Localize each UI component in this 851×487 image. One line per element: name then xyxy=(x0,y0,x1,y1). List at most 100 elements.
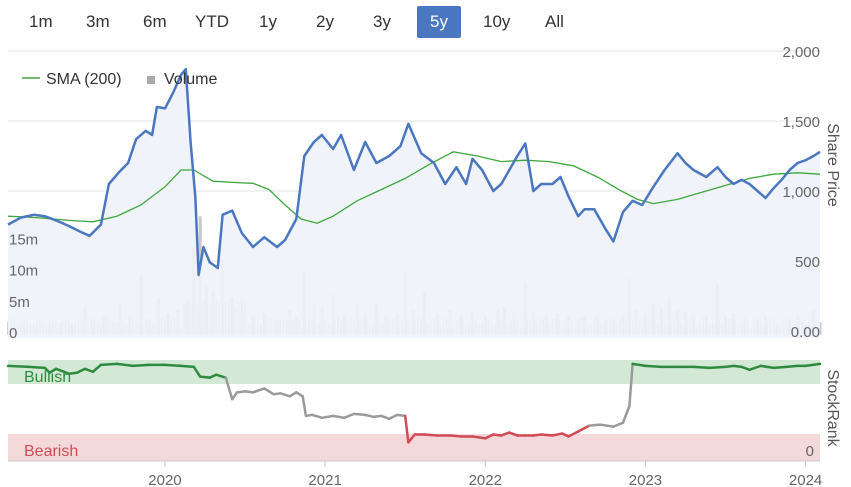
stockrank-segment xyxy=(708,365,727,370)
volume-tick-label: 10m xyxy=(9,263,38,280)
stockrank-segment xyxy=(279,392,292,398)
range-button-10y[interactable]: 10y xyxy=(483,12,511,31)
stockrank-segment xyxy=(48,367,58,374)
range-button-5y[interactable]: 5y xyxy=(417,6,461,38)
volume-legend-swatch xyxy=(147,76,155,84)
bearish-band xyxy=(8,434,820,461)
stockrank-segment xyxy=(484,433,495,440)
range-button-all[interactable]: All xyxy=(545,12,564,31)
stockrank-segment xyxy=(599,423,615,428)
price-axis-ticks: 2,000 1,500 1,000 500 0.00 xyxy=(782,44,820,341)
stockrank-segment xyxy=(423,433,439,437)
legend: SMA (200) Volume xyxy=(22,71,217,88)
stockrank-segment xyxy=(748,364,762,372)
stockrank-segment xyxy=(492,433,503,437)
stockrank-axis-title: StockRank xyxy=(824,369,841,447)
stockrank-segment xyxy=(288,391,298,398)
x-tick-label: 2022 xyxy=(469,472,502,487)
x-axis-ticks: 2020 2021 2022 2023 2024 xyxy=(148,461,822,487)
stockrank-segment xyxy=(301,395,308,418)
stockrank-segment xyxy=(363,413,375,419)
stockrank-segment xyxy=(331,414,346,420)
volume-tick-label: 0 xyxy=(9,325,17,342)
stockrank-segment xyxy=(6,364,31,369)
sma-line xyxy=(7,151,821,224)
stockrank-segment xyxy=(785,364,799,369)
range-button-ytd[interactable]: YTD xyxy=(195,12,229,31)
stockrank-segment xyxy=(804,362,822,368)
x-tick-label: 2023 xyxy=(629,472,662,487)
legend-sma-label[interactable]: SMA (200) xyxy=(46,71,122,88)
stockrank-segment xyxy=(230,391,239,401)
legend-volume-label[interactable]: Volume xyxy=(164,71,217,88)
stockrank-segment xyxy=(576,424,591,433)
stockrank-segment xyxy=(27,365,47,370)
stockrank-segment xyxy=(395,413,407,418)
stockrank-segment xyxy=(508,431,519,437)
stockrank-segment xyxy=(295,391,304,398)
price-tick-label: 1,500 xyxy=(782,114,820,131)
stockrank-segment xyxy=(732,364,743,369)
price-line xyxy=(7,67,821,277)
bullish-band xyxy=(8,360,820,384)
range-button-6m[interactable]: 6m xyxy=(143,12,167,31)
price-axis-title: Share Price xyxy=(824,123,841,207)
stockrank-segment xyxy=(631,362,647,368)
stockrank-segment xyxy=(567,430,580,438)
stockrank-segment xyxy=(379,414,391,421)
stockrank-segment xyxy=(759,364,775,370)
stockrank-segment xyxy=(692,365,711,370)
stockrank-segment xyxy=(540,433,554,437)
stockrank-segment xyxy=(99,362,119,367)
volume-tick-label: 15m xyxy=(9,231,38,248)
stockrank-segment xyxy=(343,412,356,420)
stockrank-segment xyxy=(179,364,196,369)
stockrank-segment xyxy=(224,376,234,401)
stockrank-segment xyxy=(724,364,735,369)
stockrank-zero-tick: 0 xyxy=(806,443,814,460)
stockrank-segment xyxy=(448,434,463,438)
price-area-fill xyxy=(8,69,820,338)
x-tick-label: 2024 xyxy=(789,472,822,487)
price-tick-label: 2,000 xyxy=(782,44,820,61)
stockrank-segment xyxy=(628,362,634,408)
stockrank-segment xyxy=(54,367,71,375)
stockrank-segment xyxy=(251,387,266,394)
price-tick-label: 0.00 xyxy=(791,324,820,341)
stockrank-segment xyxy=(198,375,212,379)
price-tick-label: 500 xyxy=(795,254,820,271)
range-button-2y[interactable]: 2y xyxy=(316,12,334,31)
stockrank-segment xyxy=(192,365,202,378)
price-tick-label: 1,000 xyxy=(782,184,820,201)
stockrank-segment xyxy=(387,413,399,421)
stockrank-segment xyxy=(471,435,487,440)
stockrank-line xyxy=(6,362,822,444)
range-button-3m[interactable]: 3m xyxy=(86,12,110,31)
stockrank-segment xyxy=(263,387,276,396)
x-tick-label: 2021 xyxy=(308,472,341,487)
bearish-label: Bearish xyxy=(24,443,78,460)
stockrank-segment xyxy=(91,363,103,374)
stockrank-segment xyxy=(243,390,255,394)
stockrank-segment xyxy=(83,367,95,374)
stockrank-segment xyxy=(311,413,324,420)
bullish-label: Bullish xyxy=(24,369,71,386)
range-button-3y[interactable]: 3y xyxy=(373,12,391,31)
stockrank-segment xyxy=(740,365,751,372)
range-selector: 1m 3m 6m YTD 1y 2y 3y 5y 10y All xyxy=(0,0,600,44)
stockrank-segment xyxy=(163,363,183,368)
x-tick-label: 2020 xyxy=(148,472,181,487)
stockrank-segment xyxy=(131,363,151,368)
stockrank-segment xyxy=(588,423,602,427)
stockrank-segment xyxy=(500,431,511,437)
stockrank-segment xyxy=(621,404,631,424)
range-button-1m[interactable]: 1m xyxy=(29,12,53,31)
stockrank-segment xyxy=(551,432,564,437)
stockrank-segment xyxy=(75,367,87,374)
stockrank-segment xyxy=(644,364,663,369)
stockrank-segment xyxy=(403,414,410,444)
range-button-1y[interactable]: 1y xyxy=(259,12,277,31)
stockrank-segment xyxy=(612,421,625,428)
stockrank-segment xyxy=(115,362,135,368)
